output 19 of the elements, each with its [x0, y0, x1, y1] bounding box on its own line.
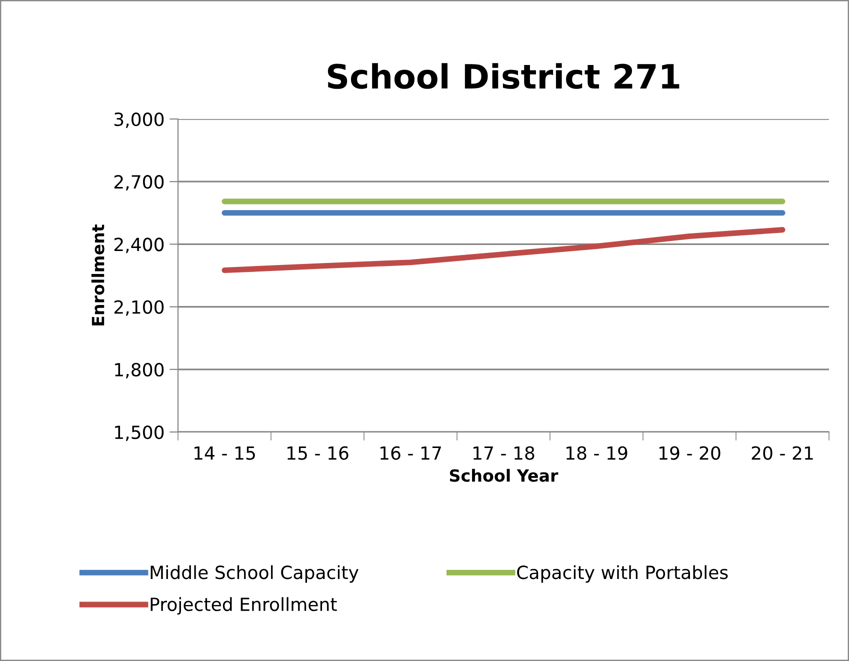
legend-label: Middle School Capacity [150, 565, 358, 583]
x-axis-title: School Year [450, 468, 558, 482]
y-tick-label: 2,400 [114, 238, 164, 254]
x-tick-label: 20 - 21 [752, 446, 813, 460]
x-tick-label: 16 - 17 [380, 446, 441, 460]
x-tick-label: 14 - 15 [194, 446, 255, 460]
legend-label: Projected Enrollment [150, 597, 337, 615]
x-tick-label: 17 - 18 [474, 446, 534, 460]
y-tick-label: 3,000 [114, 112, 164, 128]
x-tick-label: 18 - 19 [566, 446, 628, 460]
x-tick-label: 15 - 16 [288, 446, 348, 460]
y-axis-title: Enrollment [91, 224, 104, 326]
chart-title: School District 271 [328, 63, 680, 89]
legend-label: Capacity with Portables [517, 565, 728, 583]
y-tick-label: 2,100 [114, 300, 164, 316]
y-tick-label: 2,700 [114, 175, 164, 191]
x-tick-label: 19 - 20 [660, 446, 720, 460]
y-tick-label: 1,500 [115, 425, 164, 441]
y-tick-label: 1,800 [115, 362, 164, 378]
